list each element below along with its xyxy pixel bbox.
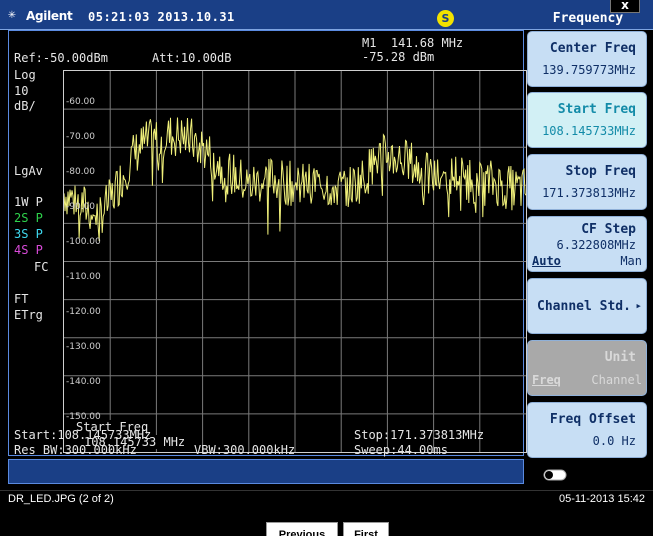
status-badge: S [437,10,454,27]
man-option: Man [620,254,642,268]
softkey-label: Freq Offset [549,412,636,427]
submenu-arrow-icon: ▸ [635,299,642,312]
image-date: 05-11-2013 15:42 [558,493,645,505]
average-type: LgAv [14,164,43,178]
y-tick-label: -80.00 [66,167,96,177]
ft-indicator: FT [14,292,29,306]
stop-freq-softkey[interactable]: Stop Freq 171.373813MHz [527,154,647,210]
close-button[interactable]: x [610,0,640,13]
resolution-bandwidth: Res BW:300.000kHz [14,443,137,457]
analyzer-display: Ref:-50.00dBm Att:10.00dB M1 141.68 MHz … [8,30,527,457]
title-bar: ✳ Agilent 05:21:03 2013.10.31 S Frequenc… [0,0,653,30]
date-time: 05:21:03 2013.10.31 [88,10,235,24]
softkey-value: 108.145733MHz [542,124,636,138]
attenuation: Att:10.00dB [152,51,232,65]
softkey-value: 0.0 Hz [592,434,636,448]
channel-std-softkey[interactable]: Channel Std. ▸ [527,278,647,334]
trace-3-status: 3S P [14,227,43,241]
softkey-label: Stop Freq [565,164,636,179]
status-line [8,459,524,484]
channel-option: Channel [591,373,642,387]
image-filename: DR_LED.JPG (2 of 2) [8,493,114,505]
freq-option: Freq [532,373,561,387]
trace-4-status: 4S P [14,243,43,257]
stop-frequency: Stop:171.373813MHz [354,428,485,442]
toggle-icon [543,469,567,481]
y-tick-label: -120.00 [66,307,101,317]
marker-frequency: M1 141.68 MHz [362,36,464,50]
y-tick-label: -150.00 [66,412,101,422]
spectrum-plot: -60.00 -70.00 -80.00 -90.00 -100.00 -110… [63,70,527,453]
y-tick-label: -60.00 [66,97,96,107]
scale-type: Log [14,68,36,82]
y-tick-label: -100.00 [66,237,101,247]
cf-step-softkey[interactable]: CF Step 6.322808MHz Auto Man [527,216,647,272]
center-freq-softkey[interactable]: Center Freq 139.759773MHz [527,31,647,87]
start-freq-softkey[interactable]: Start Freq 108.145733MHz [527,92,647,148]
spectrum-chart [63,71,527,452]
auto-option: Auto [532,254,561,268]
previous-button[interactable]: Previous [266,522,338,536]
softkey-label: Unit [604,350,636,365]
trigger-indicator: ETrg [14,308,43,322]
sweep-time: Sweep:44.00ms [354,443,448,457]
start-frequency: Start:108.145733MHz [14,428,152,442]
agilent-spark-icon: ✳ [8,7,16,22]
y-tick-label: -110.00 [66,272,101,282]
y-tick-label: -140.00 [66,377,101,387]
active-function-title: Start Freq [76,420,149,434]
active-function-value: 108.145733 MHz [84,435,186,449]
scale-per-division: 10 [14,84,29,98]
scale-unit: dB/ [14,99,36,113]
trace-1-line [63,117,527,242]
reference-level: Ref:-50.00dBm [14,51,108,65]
trace-2-status: 2S P [14,211,43,225]
softkey-value: 6.322808MHz [556,238,636,252]
brand-logo: Agilent [26,9,73,23]
softkey-label: CF Step [581,222,636,237]
freq-count-indicator: FC [34,260,49,274]
unit-softkey[interactable]: Unit Freq Channel [527,340,647,396]
trace-1-status: 1W P [14,195,43,209]
menu-title: Frequency [552,11,624,26]
softkey-label: Start Freq [557,102,636,117]
video-bandwidth: VBW:300.000kHz [194,443,296,457]
softkey-label: Channel Std. [537,299,631,314]
softkey-label: Center Freq [549,41,636,56]
y-tick-label: -70.00 [66,132,96,142]
first-button[interactable]: First [343,522,389,536]
y-tick-label: -90.00 [66,202,96,212]
y-tick-label: -130.00 [66,342,101,352]
softkey-value: 171.373813MHz [542,186,636,200]
marker-amplitude: -75.28 dBm [362,50,435,64]
softkey-value: 139.759773MHz [542,63,636,77]
freq-offset-softkey[interactable]: Freq Offset 0.0 Hz [527,402,647,458]
